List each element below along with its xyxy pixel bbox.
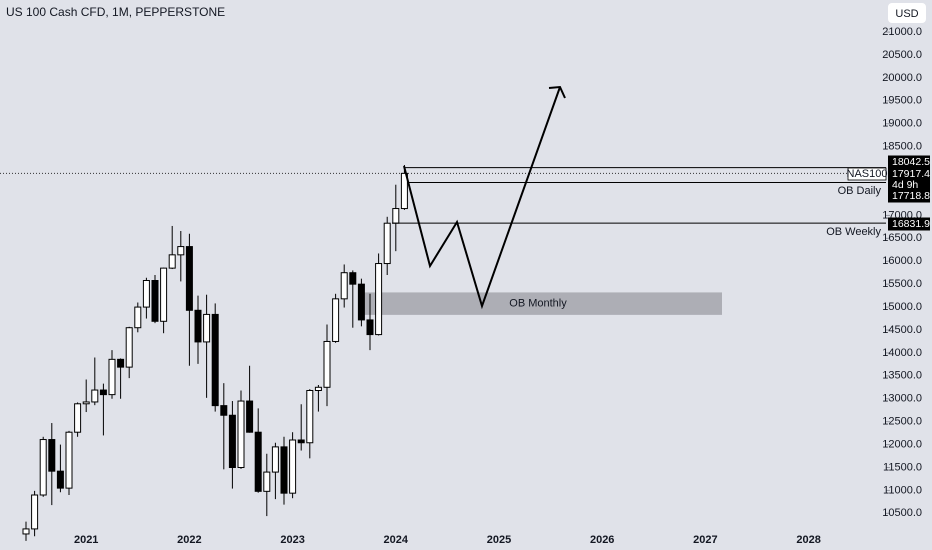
candle-body (31, 494, 39, 530)
y-tick-label: 18500.0 (882, 141, 922, 153)
candle-body (237, 400, 245, 468)
candle-body (48, 439, 56, 472)
x-tick-label: 2027 (693, 534, 717, 546)
candle-body (56, 470, 64, 489)
candle-body (74, 403, 82, 433)
candle-body (289, 439, 297, 494)
candle-body (271, 446, 279, 473)
chart-title: US 100 Cash CFD, 1M, PEPPERSTONE (6, 5, 225, 19)
projection-arrow (403, 86, 561, 310)
x-tick-label: 2022 (177, 534, 201, 546)
ob-monthly-zone (364, 292, 722, 315)
candle-body (392, 208, 400, 224)
y-tick-label: 12500.0 (882, 416, 922, 428)
x-tick-label: 2023 (280, 534, 304, 546)
currency-label[interactable]: USD (895, 8, 918, 20)
level-label: OB Weekly (826, 226, 881, 238)
candle-body (254, 431, 262, 492)
candle-body (160, 267, 168, 322)
y-tick-label: 20500.0 (882, 49, 922, 61)
candle-body (375, 263, 383, 336)
x-tick-label: 2021 (74, 534, 98, 546)
candle-body (134, 306, 142, 329)
y-tick-label: 14000.0 (882, 347, 922, 359)
y-tick-label: 15000.0 (882, 301, 922, 313)
arrow-head (548, 85, 566, 99)
price-box (888, 217, 930, 231)
y-tick-label: 11500.0 (883, 461, 922, 473)
candle-body (168, 254, 176, 269)
candle-body (142, 280, 150, 308)
y-tick-label: 12000.0 (882, 438, 922, 450)
y-tick-label: 13000.0 (882, 393, 922, 405)
candle-body (185, 246, 193, 311)
candle-body (99, 389, 107, 396)
candle-body (357, 283, 365, 321)
candle-body (194, 309, 202, 343)
x-tick-label: 2024 (384, 534, 409, 546)
y-tick-label: 11000.0 (883, 484, 922, 496)
candle-body (280, 446, 288, 494)
x-tick-label: 2026 (590, 534, 614, 546)
candle-body (297, 439, 305, 444)
y-tick-label: 10500.0 (882, 507, 922, 519)
candle-body (306, 390, 314, 444)
candle-body (220, 405, 228, 416)
overlay: 18042.5 17718.8 OB Daily 16831.9 OB Weekly NA… (392, 155, 930, 238)
candle-body (108, 358, 116, 396)
candle-body (117, 358, 125, 368)
candle-body (349, 272, 357, 285)
candle-body (246, 400, 254, 433)
last-price-box (888, 168, 930, 192)
level-label: OB Daily (838, 185, 882, 197)
candle-body (22, 528, 30, 535)
x-tick-label: 2028 (796, 534, 820, 546)
zone-label: OB Monthly (509, 298, 567, 310)
candle-body (332, 298, 340, 342)
currency-button[interactable] (888, 3, 926, 23)
candle-body (314, 386, 322, 391)
y-tick-label: 13500.0 (882, 370, 922, 382)
candle-body (177, 246, 185, 256)
price-box (888, 155, 930, 169)
candle-body (125, 327, 133, 368)
candle-body (65, 431, 73, 489)
price-box-label: 18042.5 (892, 156, 930, 168)
candle-body (323, 340, 331, 388)
candle-body (39, 439, 47, 496)
symbol-box (847, 167, 887, 181)
candle-body (203, 313, 211, 343)
candle-body (228, 414, 236, 468)
candle-body (340, 272, 348, 300)
last-price-label: 17917.4 (892, 168, 930, 180)
y-tick-label: 15500.0 (882, 278, 922, 290)
y-tick-label: 21000.0 (882, 26, 922, 38)
y-tick-label: 19500.0 (882, 95, 922, 107)
countdown-label: 4d 9h (892, 179, 918, 191)
candle-body (91, 389, 99, 403)
candle-body (151, 280, 159, 322)
candle-body (82, 401, 90, 405)
symbol-label: NAS100 (847, 168, 888, 180)
candle-body (400, 172, 408, 210)
y-tick-label: 16000.0 (882, 255, 922, 267)
candle-body (211, 313, 219, 407)
y-tick-label: 16500.0 (882, 232, 922, 244)
price-box-label: 16831.9 (892, 218, 930, 230)
y-tick-label: 20000.0 (882, 72, 922, 84)
y-tick-label: 19000.0 (882, 118, 922, 130)
price-box-label: 17718.8 (892, 190, 930, 202)
candle-body (383, 222, 391, 265)
x-tick-label: 2025 (487, 534, 511, 546)
price-box (888, 189, 930, 203)
candle-body (263, 471, 271, 492)
y-tick-label: 14500.0 (882, 324, 922, 336)
candle-body (366, 319, 374, 336)
